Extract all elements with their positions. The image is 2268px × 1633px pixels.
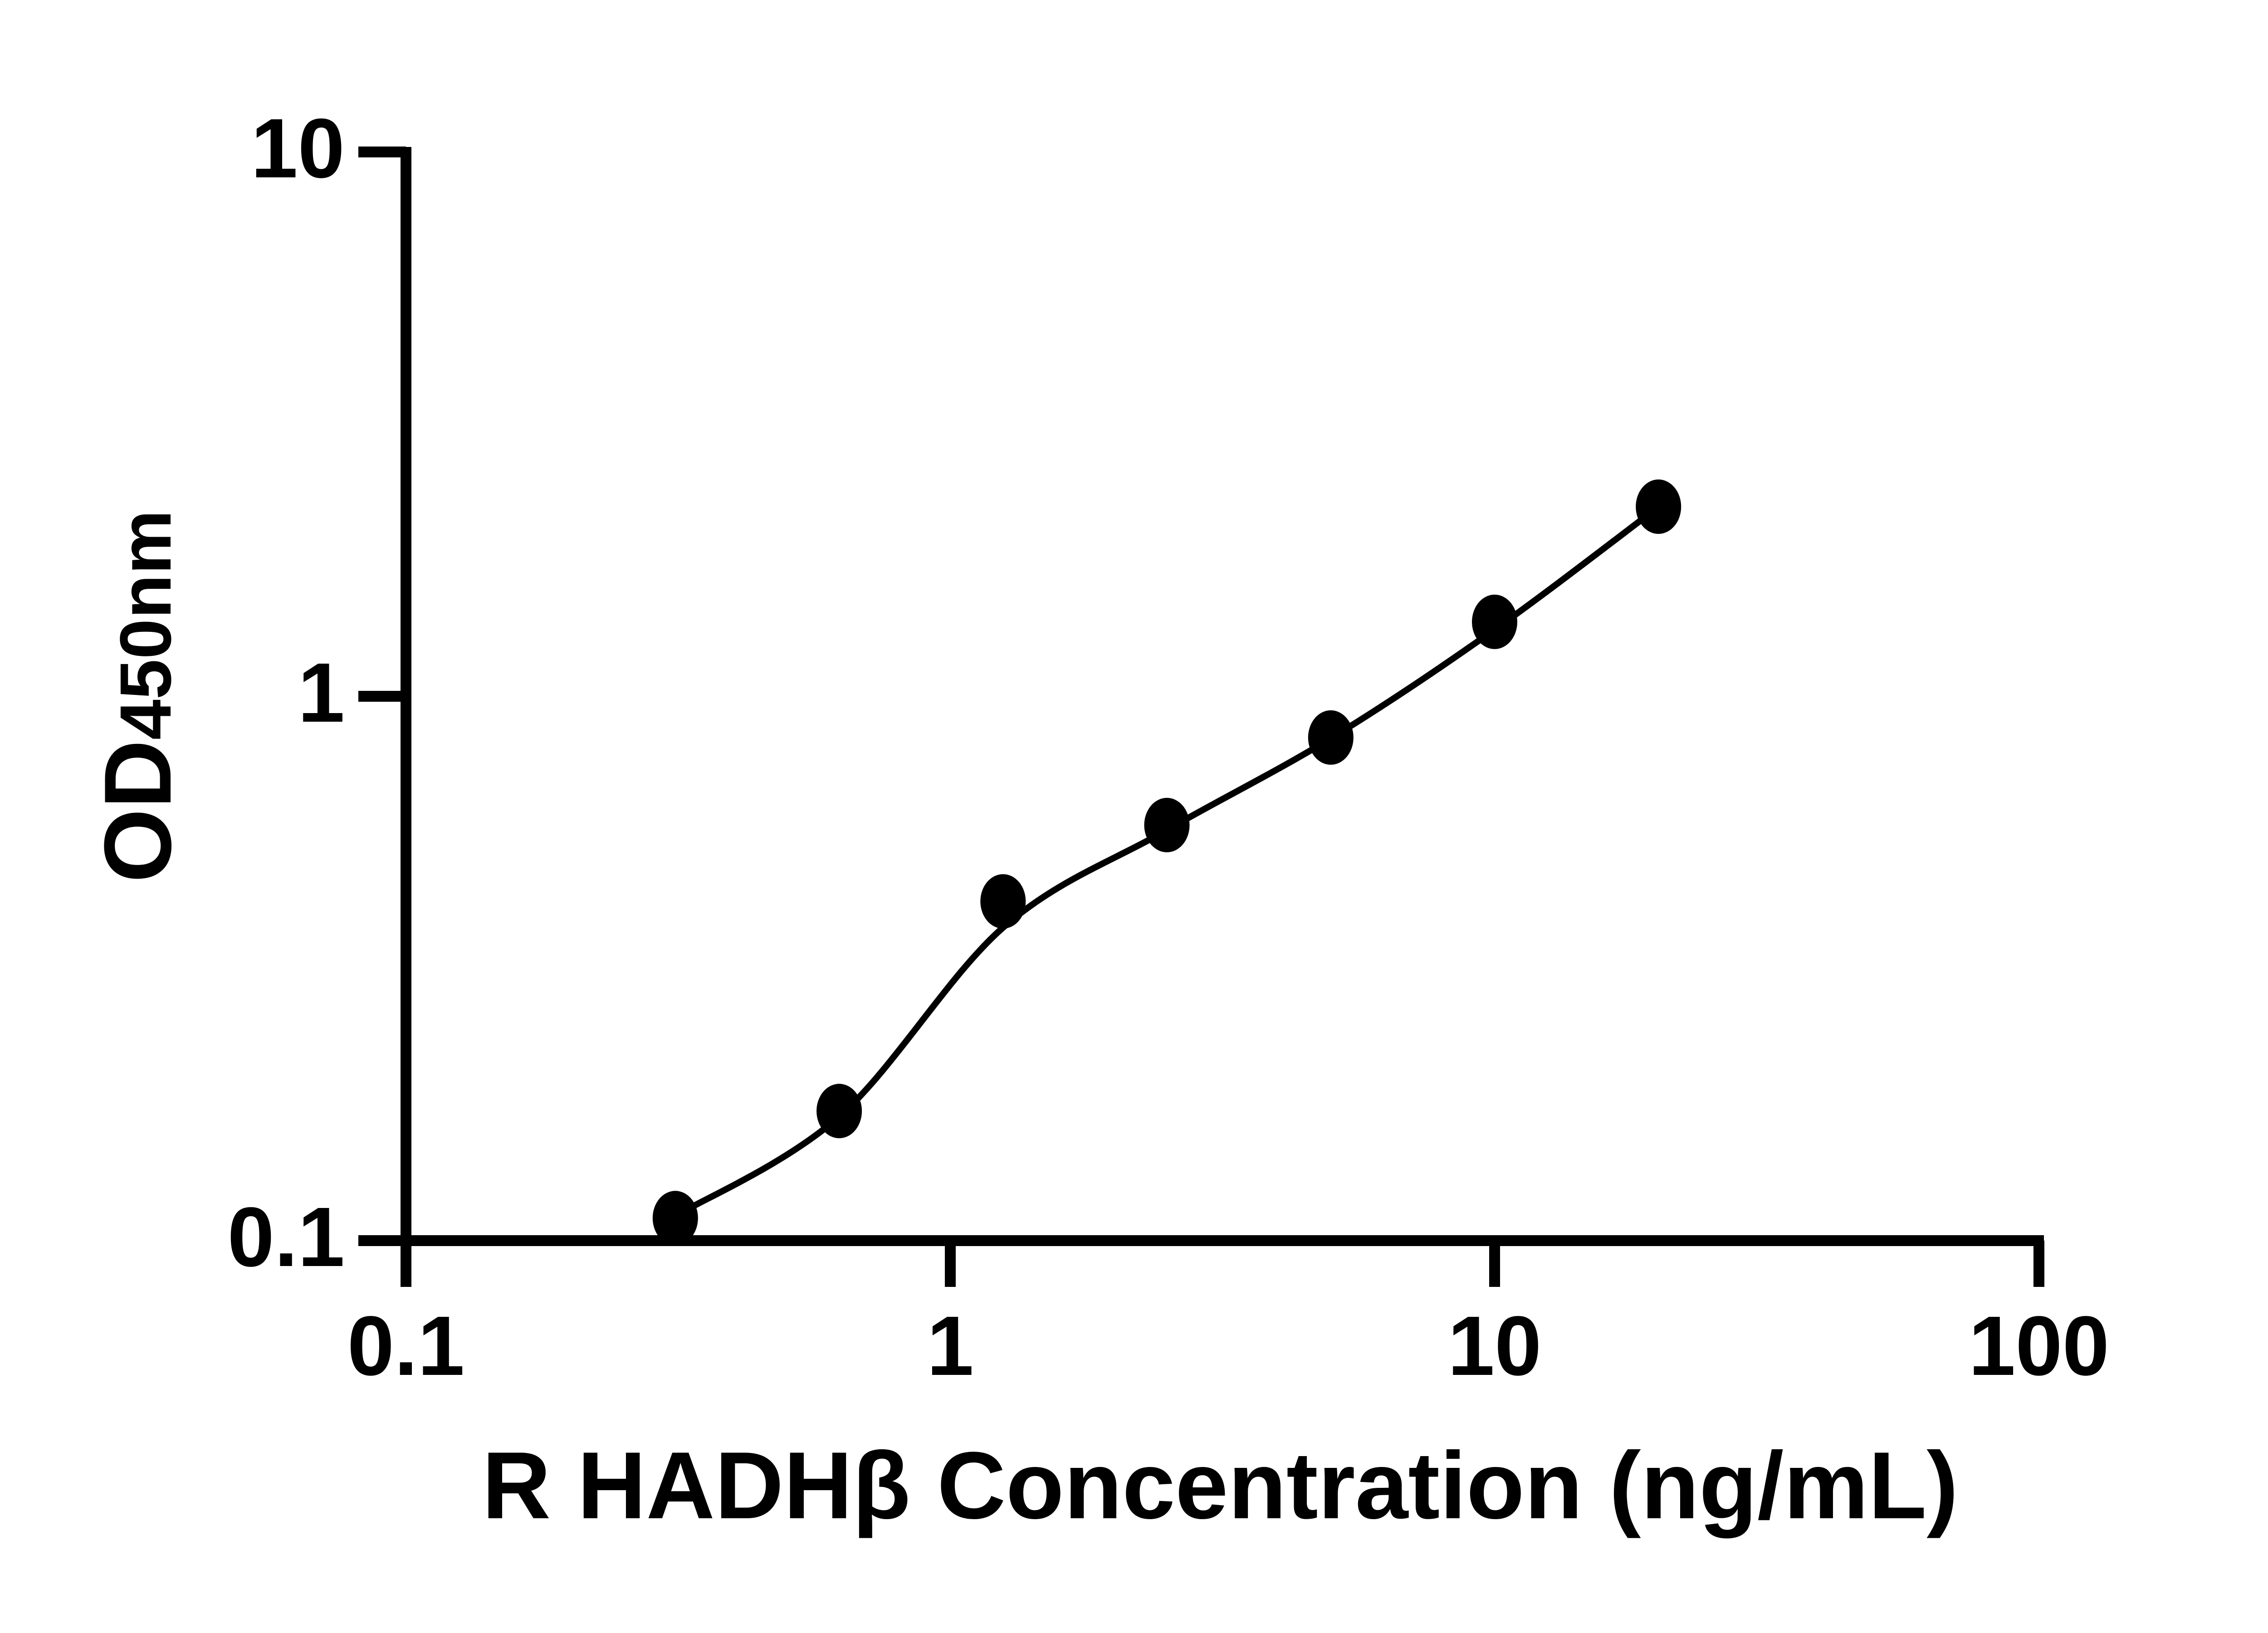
data-point xyxy=(1636,479,1681,534)
x-tick-label: 1 xyxy=(927,1299,974,1393)
y-tick-label: 10 xyxy=(251,102,345,196)
x-axis-title: R HADHβ Concentration (ng/mL) xyxy=(482,1432,1959,1539)
y-tick-label: 0.1 xyxy=(227,1190,345,1284)
data-point xyxy=(1144,797,1190,852)
x-tick-label: 0.1 xyxy=(347,1299,465,1393)
x-tick-label: 100 xyxy=(1968,1299,2110,1393)
data-point xyxy=(980,874,1026,929)
axis-frame xyxy=(401,147,2044,1246)
data-point xyxy=(816,1084,862,1139)
y-tick-label: 1 xyxy=(298,646,345,740)
data-point xyxy=(652,1191,698,1246)
data-point xyxy=(1472,594,1517,649)
y-axis-title-main: OD xyxy=(84,739,191,883)
data-point xyxy=(1308,710,1354,765)
x-tick-label: 10 xyxy=(1447,1299,1542,1393)
